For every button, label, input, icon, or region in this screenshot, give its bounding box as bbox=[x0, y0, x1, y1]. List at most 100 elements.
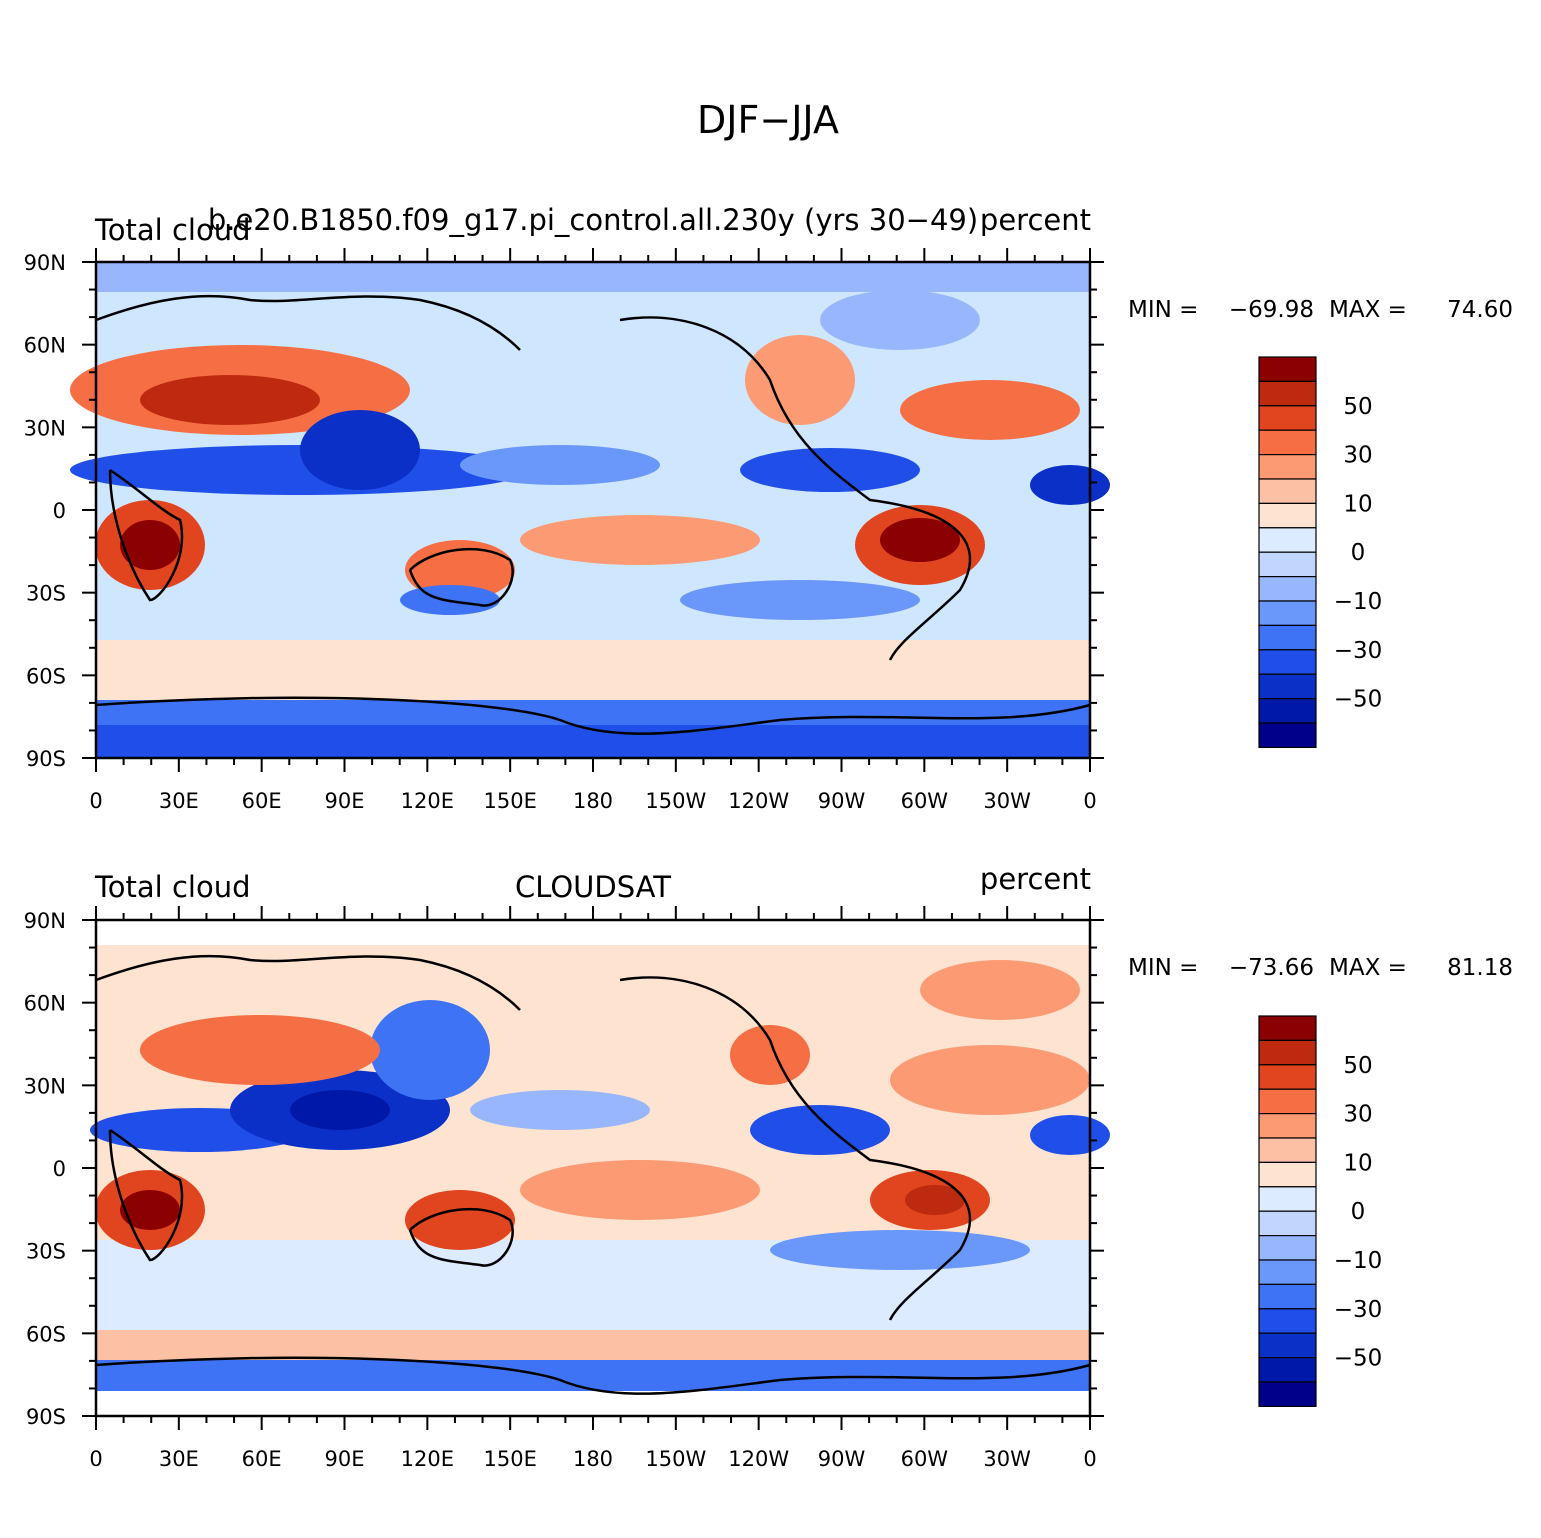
longitude-tick-label: 120E bbox=[401, 789, 454, 813]
panel-units-label: percent bbox=[980, 203, 1091, 237]
longitude-axis-labels: 0 30E 60E 90E 120E 150E 180 150W 120W 90W 60W 30W 0 bbox=[89, 789, 1096, 813]
map-plot-area bbox=[82, 906, 1110, 1430]
colorbar-tick-label: 50 bbox=[1343, 394, 1372, 420]
colorbar-swatch bbox=[1258, 454, 1317, 480]
colorbar-swatch bbox=[1258, 1137, 1317, 1163]
colorbar-swatch bbox=[1258, 600, 1317, 626]
min-label: MIN = bbox=[1128, 955, 1198, 981]
panel-center-label: CLOUDSAT bbox=[515, 870, 671, 904]
longitude-axis-labels: 0 30E 60E 90E 120E 150E 180 150W 120W 90W 60W 30W 0 bbox=[89, 1447, 1096, 1471]
colorbar-swatch bbox=[1258, 429, 1317, 456]
longitude-tick-label: 180 bbox=[573, 789, 613, 813]
colorbar-swatch bbox=[1258, 1112, 1317, 1139]
colorbar-tick-label: 30 bbox=[1343, 443, 1372, 469]
latitude-tick-label: 30S bbox=[26, 1240, 66, 1264]
colorbar-swatch bbox=[1258, 380, 1317, 407]
colorbar-swatch bbox=[1258, 551, 1317, 578]
longitude-tick-label: 120W bbox=[728, 1447, 789, 1471]
colorbar-swatch bbox=[1258, 722, 1317, 748]
longitude-tick-label: 60E bbox=[242, 789, 282, 813]
latitude-tick-label: 0 bbox=[53, 499, 66, 523]
latitude-axis-labels: 90N 60N 30N 0 30S 60S 90S bbox=[24, 251, 66, 771]
colorbar-swatch bbox=[1258, 1088, 1317, 1115]
colorbar-tick-label: −10 bbox=[1334, 589, 1383, 615]
latitude-tick-label: 90S bbox=[26, 747, 66, 771]
colorbar-swatch bbox=[1258, 649, 1317, 675]
main-title: DJF−JJA bbox=[697, 98, 839, 142]
colorbar-swatch bbox=[1258, 356, 1317, 382]
contour-field bbox=[90, 960, 1110, 1391]
colorbar-swatch bbox=[1258, 673, 1317, 700]
max-value: 74.60 bbox=[1447, 297, 1513, 323]
colorbar-tick-label: 10 bbox=[1343, 1150, 1372, 1176]
colorbar-tick-label: −10 bbox=[1334, 1248, 1383, 1274]
longitude-tick-label: 0 bbox=[1083, 789, 1096, 813]
longitude-tick-label: 0 bbox=[89, 789, 102, 813]
colorbar-tick-label: 30 bbox=[1343, 1102, 1372, 1128]
longitude-tick-label: 180 bbox=[573, 1447, 613, 1471]
colorbar-swatch bbox=[1258, 697, 1317, 724]
longitude-tick-label: 90W bbox=[818, 1447, 866, 1471]
colorbar-swatch bbox=[1258, 1283, 1317, 1310]
min-label: MIN = bbox=[1128, 297, 1198, 323]
colorbar: 50 30 10 0 −10 −30 −50 bbox=[1258, 356, 1383, 748]
longitude-tick-label: 150W bbox=[645, 1447, 706, 1471]
latitude-tick-label: 90N bbox=[24, 251, 66, 275]
longitude-tick-label: 30W bbox=[983, 1447, 1031, 1471]
latitude-tick-label: 60N bbox=[24, 334, 66, 358]
colorbar-swatch bbox=[1258, 478, 1317, 504]
colorbar: 50 30 10 0 −10 −30 −50 bbox=[1258, 1015, 1383, 1407]
longitude-tick-label: 90W bbox=[818, 789, 866, 813]
longitude-tick-label: 120E bbox=[401, 1447, 454, 1471]
contour-field bbox=[70, 262, 1110, 758]
colorbar-swatch bbox=[1258, 502, 1317, 529]
longitude-tick-label: 150E bbox=[483, 1447, 536, 1471]
longitude-tick-label: 0 bbox=[89, 1447, 102, 1471]
colorbar-swatch bbox=[1258, 1161, 1317, 1188]
panel-model: Total cloud b.e20.B1850.f09_g17.pi_contr… bbox=[24, 203, 1513, 813]
longitude-tick-label: 120W bbox=[728, 789, 789, 813]
latitude-axis-labels: 90N 60N 30N 0 30S 60S 90S bbox=[24, 909, 66, 1429]
colorbar-swatch bbox=[1258, 1381, 1317, 1407]
colorbar-swatch bbox=[1258, 405, 1317, 431]
longitude-tick-label: 150E bbox=[483, 789, 536, 813]
colorbar-swatch bbox=[1258, 624, 1317, 651]
latitude-tick-label: 30N bbox=[24, 1074, 66, 1098]
coastlines bbox=[95, 294, 1091, 735]
latitude-tick-label: 90N bbox=[24, 909, 66, 933]
latitude-tick-label: 0 bbox=[53, 1157, 66, 1181]
panel-units-label: percent bbox=[980, 862, 1091, 896]
latitude-tick-label: 60N bbox=[24, 992, 66, 1016]
colorbar-swatch bbox=[1258, 1210, 1317, 1237]
longitude-tick-label: 30E bbox=[159, 1447, 199, 1471]
panel-left-label: Total cloud bbox=[94, 213, 250, 247]
colorbar-swatch bbox=[1258, 575, 1317, 602]
colorbar-swatch bbox=[1258, 1015, 1317, 1041]
colorbar-swatch bbox=[1258, 1234, 1317, 1261]
latitude-tick-label: 90S bbox=[26, 1405, 66, 1429]
colorbar-tick-label: −50 bbox=[1334, 1346, 1383, 1372]
colorbar-swatch bbox=[1258, 1356, 1317, 1383]
colorbar-tick-label: 50 bbox=[1343, 1053, 1372, 1079]
colorbar-swatch bbox=[1258, 1308, 1317, 1334]
max-value: 81.18 bbox=[1447, 955, 1513, 981]
longitude-tick-label: 60W bbox=[901, 1447, 949, 1471]
panel-left-label: Total cloud bbox=[94, 870, 250, 904]
max-label: MAX = bbox=[1329, 955, 1407, 981]
longitude-tick-label: 60W bbox=[901, 789, 949, 813]
latitude-tick-label: 30N bbox=[24, 416, 66, 440]
longitude-tick-label: 30W bbox=[983, 789, 1031, 813]
colorbar-swatch bbox=[1258, 1039, 1317, 1066]
panel-observations: Total cloud CLOUDSAT percent bbox=[24, 862, 1513, 1471]
latitude-tick-label: 60S bbox=[26, 664, 66, 688]
longitude-tick-label: 150W bbox=[645, 789, 706, 813]
colorbar-tick-label: −50 bbox=[1334, 687, 1383, 713]
panel-center-label: b.e20.B1850.f09_g17.pi_control.all.230y … bbox=[208, 203, 978, 237]
colorbar-swatch bbox=[1258, 1186, 1317, 1212]
longitude-tick-label: 30E bbox=[159, 789, 199, 813]
axis-ticks bbox=[82, 248, 1104, 772]
latitude-tick-label: 60S bbox=[26, 1322, 66, 1346]
max-label: MAX = bbox=[1329, 297, 1407, 323]
map-plot-area bbox=[70, 248, 1110, 772]
